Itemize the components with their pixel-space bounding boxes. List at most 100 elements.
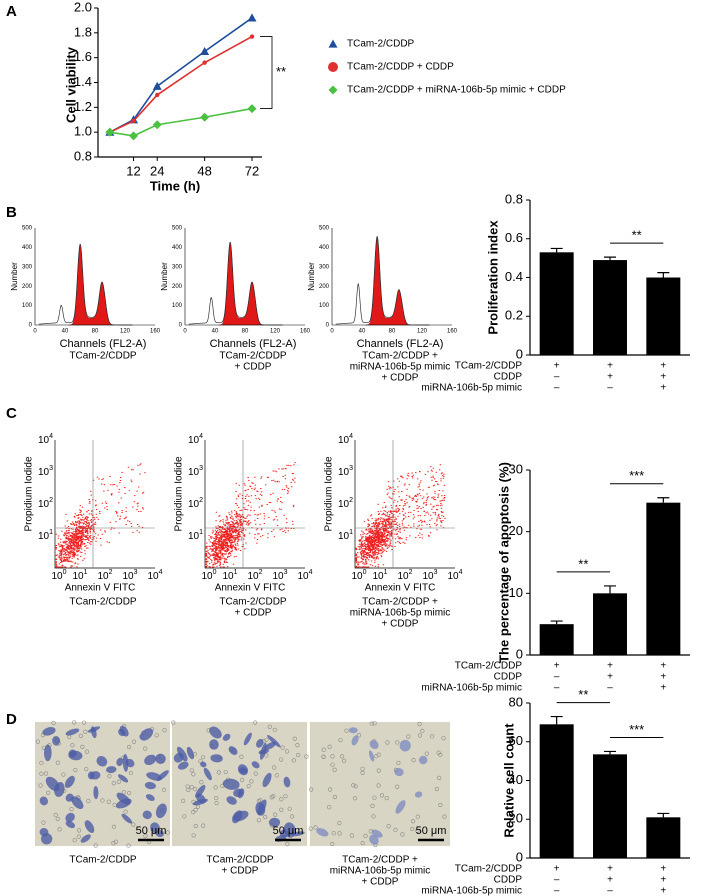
pore bbox=[70, 743, 75, 748]
pore bbox=[313, 825, 318, 830]
pore bbox=[441, 736, 446, 741]
bar bbox=[593, 754, 627, 858]
pore bbox=[309, 787, 314, 792]
tick-exponent: 1 bbox=[234, 569, 238, 576]
condition-label: miRNA-106b-5p mimic bbox=[421, 886, 522, 896]
pore bbox=[410, 819, 416, 824]
pore bbox=[83, 729, 88, 734]
bar bbox=[593, 593, 627, 655]
x-tick-label: 80 bbox=[389, 329, 396, 335]
pore bbox=[352, 796, 358, 801]
pore bbox=[337, 831, 342, 836]
pore bbox=[360, 770, 365, 775]
y-tick-label: 400 bbox=[22, 245, 33, 251]
cell bbox=[186, 746, 195, 760]
pore bbox=[46, 790, 51, 795]
pore bbox=[191, 833, 196, 838]
pore bbox=[360, 840, 365, 846]
pore bbox=[372, 795, 377, 800]
pore bbox=[327, 805, 332, 810]
pore bbox=[82, 720, 87, 725]
tick-base: 10 bbox=[188, 499, 200, 510]
y-axis-label: Proliferation index bbox=[485, 220, 500, 335]
cell bbox=[142, 810, 152, 820]
pore bbox=[289, 814, 295, 819]
cell bbox=[42, 727, 56, 736]
x-tick-label: 103 bbox=[272, 569, 287, 582]
tick-exponent: 3 bbox=[199, 465, 203, 472]
cell bbox=[155, 803, 167, 819]
error-bar bbox=[550, 620, 563, 625]
condition-sign: + bbox=[660, 672, 666, 683]
pore bbox=[116, 779, 121, 784]
pore bbox=[321, 754, 326, 759]
pore bbox=[39, 760, 44, 766]
pore bbox=[296, 753, 301, 758]
pore bbox=[400, 832, 405, 837]
caption: + CDDP bbox=[362, 877, 399, 888]
cell bbox=[419, 755, 428, 765]
caption: miRNA-106b-5p mimic bbox=[350, 362, 451, 373]
pore bbox=[107, 774, 112, 779]
y-tick-label: 500 bbox=[172, 226, 183, 232]
pore bbox=[72, 838, 77, 843]
pore bbox=[126, 843, 131, 848]
pore bbox=[249, 779, 254, 784]
cell bbox=[40, 833, 53, 845]
cell bbox=[232, 810, 243, 824]
cell bbox=[267, 735, 281, 748]
cell bbox=[116, 757, 124, 767]
pore bbox=[84, 767, 89, 772]
y-tick-label: 103 bbox=[38, 465, 53, 478]
cell bbox=[369, 834, 379, 845]
tick-exponent: 1 bbox=[49, 529, 53, 536]
tick-exponent: 2 bbox=[199, 497, 203, 504]
tick-exponent: 2 bbox=[409, 569, 413, 576]
pore bbox=[327, 787, 333, 792]
y-tick-label: 103 bbox=[338, 465, 353, 478]
cell bbox=[222, 778, 240, 790]
pore bbox=[128, 770, 134, 776]
cell bbox=[93, 786, 99, 800]
marker bbox=[105, 127, 115, 137]
pore bbox=[295, 743, 300, 748]
cell bbox=[260, 742, 267, 760]
cell bbox=[262, 772, 272, 788]
condition-sign: + bbox=[607, 875, 613, 886]
pore bbox=[280, 745, 285, 750]
tick-base: 10 bbox=[397, 571, 409, 582]
condition-sign: + bbox=[660, 372, 666, 383]
pore bbox=[437, 775, 442, 780]
pore bbox=[213, 785, 218, 790]
y-tick-label: 101 bbox=[38, 529, 53, 542]
cell bbox=[122, 753, 129, 772]
pore bbox=[287, 806, 292, 811]
condition-sign: + bbox=[607, 361, 613, 372]
pore bbox=[191, 772, 196, 777]
pore bbox=[200, 755, 206, 760]
pore bbox=[123, 809, 128, 814]
marker bbox=[200, 46, 210, 56]
pore bbox=[44, 771, 49, 776]
pore bbox=[193, 807, 198, 813]
x-tick-label: 72 bbox=[245, 163, 259, 178]
pore bbox=[279, 797, 284, 802]
x-axis-label: Annexin V FITC bbox=[365, 583, 436, 594]
bar bbox=[539, 724, 574, 858]
pore bbox=[273, 812, 278, 817]
pore bbox=[216, 770, 221, 775]
caption: TCam-2/CDDP + bbox=[362, 351, 438, 362]
pore bbox=[395, 784, 400, 789]
error-bar bbox=[550, 715, 563, 725]
condition-sign: + bbox=[607, 864, 613, 875]
pore bbox=[264, 737, 269, 742]
x-tick-label: 120 bbox=[417, 329, 428, 335]
panel-label: C bbox=[6, 405, 17, 422]
tick-exponent: 3 bbox=[349, 465, 353, 472]
pore bbox=[384, 796, 389, 801]
cell bbox=[45, 776, 60, 792]
pore bbox=[239, 754, 244, 759]
marker bbox=[247, 13, 257, 22]
y-tick-label: 20 bbox=[509, 523, 523, 538]
pore bbox=[72, 720, 77, 725]
